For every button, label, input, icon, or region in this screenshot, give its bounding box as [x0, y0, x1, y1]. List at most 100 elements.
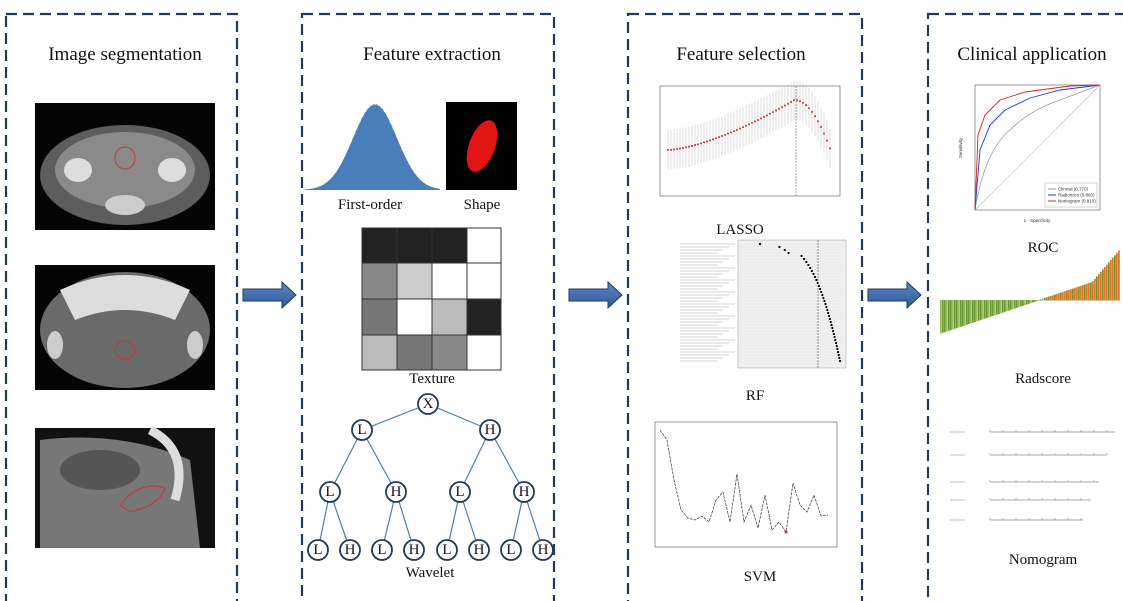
radscore-bar	[1058, 293, 1060, 300]
lasso-point	[751, 122, 753, 124]
lasso-point	[679, 148, 681, 150]
radscore-bar	[940, 300, 942, 334]
rf-point	[826, 309, 828, 311]
lasso-point	[760, 117, 762, 119]
radscore-bar	[1116, 253, 1118, 301]
rf-point	[809, 267, 811, 269]
radscore-bar	[950, 300, 952, 330]
radscore-bar	[1066, 291, 1068, 301]
radscore-bar	[1110, 260, 1112, 301]
item-label: Radscore	[1015, 371, 1071, 387]
radscore-bar	[984, 300, 986, 319]
rf-point	[836, 345, 838, 347]
radscore-bar	[1088, 283, 1090, 300]
item-label: SVM	[744, 569, 777, 585]
lasso-point	[754, 120, 756, 122]
tree-node-label: L	[325, 484, 334, 500]
item-label: Texture	[409, 371, 455, 387]
radscore-bar	[982, 300, 984, 319]
radscore-bar	[970, 300, 972, 323]
radscore-bar	[946, 300, 948, 331]
radscore-bar	[1080, 286, 1082, 301]
rf-point	[807, 264, 809, 266]
lasso-point	[745, 125, 747, 127]
lasso-point	[703, 141, 705, 143]
rf-point	[830, 324, 832, 326]
rf-point	[836, 348, 838, 350]
radscore-bar	[1042, 299, 1044, 301]
radscore-bar	[986, 300, 988, 318]
radscore-bar	[1018, 300, 1020, 307]
rf-point	[819, 288, 821, 290]
lasso-point	[829, 147, 831, 149]
lasso-point	[817, 120, 819, 122]
radscore-bar	[1008, 300, 1010, 311]
rf-point	[825, 306, 827, 308]
lasso-frame	[660, 86, 840, 196]
radscore-bar	[992, 300, 994, 316]
radscore-bar	[988, 300, 990, 317]
wavelet-tree: XLHLHLHLHLHLHLH	[308, 394, 553, 560]
lasso-point	[778, 108, 780, 110]
lasso-point	[709, 139, 711, 141]
radscore-bar	[1072, 289, 1074, 301]
lasso-point	[697, 143, 699, 145]
lasso-point	[814, 115, 816, 117]
rf-point	[827, 312, 829, 314]
lasso-point	[742, 126, 744, 128]
svm-line	[660, 430, 828, 532]
radscore-bar	[1016, 300, 1018, 308]
lasso-point	[781, 106, 783, 108]
rf-point	[823, 300, 825, 302]
rf-point	[824, 303, 826, 305]
rf-point	[833, 336, 835, 338]
radscore-bar	[1000, 300, 1002, 313]
radscore-bar	[1014, 300, 1016, 309]
lasso-point	[787, 103, 789, 105]
rf-point	[817, 282, 819, 284]
radscore-bar	[1050, 296, 1052, 301]
panel-title: Feature extraction	[363, 44, 501, 65]
rf-point	[822, 297, 824, 299]
lasso-point	[724, 134, 726, 136]
rf-point	[784, 249, 786, 251]
lasso-point	[769, 113, 771, 115]
roc-xlabel: 1 - Specificity	[1024, 218, 1052, 223]
svm-min	[785, 531, 788, 534]
lasso-point	[799, 100, 801, 102]
radscore-bar	[1076, 287, 1078, 300]
radscore-bar	[1060, 293, 1062, 301]
radscore-bar	[1046, 297, 1048, 300]
item-label: RF	[746, 388, 764, 404]
radscore-bar	[944, 300, 946, 332]
lasso-point	[790, 101, 792, 103]
radscore-bar	[960, 300, 962, 327]
lasso-point	[721, 135, 723, 137]
page: {"panels": [ {"title": "Image segmentati…	[0, 0, 1123, 601]
rf-point	[800, 255, 802, 257]
radscore-bar	[1054, 295, 1056, 301]
rf-point	[814, 276, 816, 278]
radscore-bar	[1114, 255, 1116, 300]
radscore-bar	[1024, 300, 1026, 305]
lasso-point	[757, 119, 759, 121]
rf-point	[831, 327, 833, 329]
radscore-bar	[1098, 274, 1100, 300]
item-label: First-order	[338, 197, 402, 213]
radscore-bar	[962, 300, 964, 326]
rf-point	[832, 330, 834, 332]
ct-image	[35, 265, 215, 390]
radscore-bar	[968, 300, 970, 324]
tree-node-label: L	[506, 542, 515, 558]
radscore-bar	[998, 300, 1000, 314]
radscore-bar	[974, 300, 976, 322]
arrow	[243, 282, 296, 308]
radscore-bar	[942, 300, 944, 333]
lasso-point	[802, 102, 804, 104]
item-label: LASSO	[716, 222, 764, 238]
radscore-bar	[1082, 285, 1084, 300]
lasso-point	[676, 148, 678, 150]
rf-point	[787, 252, 789, 254]
radscore-bar	[1036, 300, 1038, 301]
radscore-bar	[958, 300, 960, 327]
